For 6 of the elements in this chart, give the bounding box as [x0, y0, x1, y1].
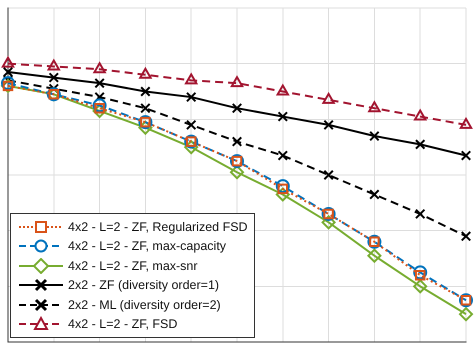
legend-label: 2x2 - ZF (diversity order=1): [68, 278, 220, 292]
legend-label: 4x2 - L=2 - ZF, FSD: [68, 317, 178, 332]
legend-label: 2x2 - ML (diversity order=2): [68, 298, 221, 312]
legend-label: 4x2 - L=2 - ZF, max-capacity: [68, 239, 226, 254]
legend-label: 4x2 - L=2 - ZF, Regularized FSD: [68, 220, 248, 234]
legend-label: 4x2 - L=2 - ZF, max-snr: [68, 258, 198, 273]
